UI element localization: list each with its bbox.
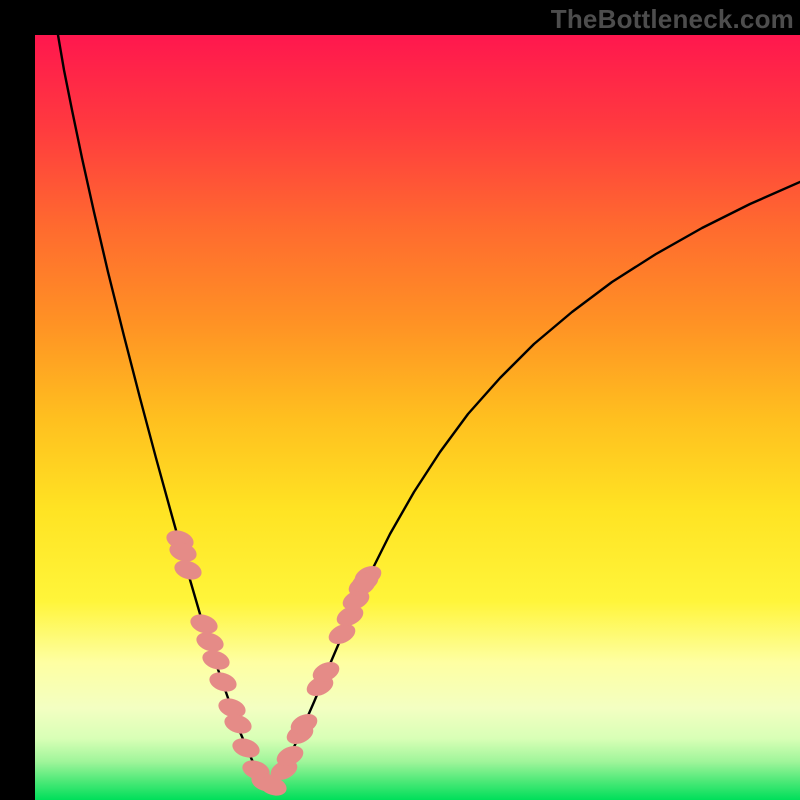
data-marker [172, 557, 204, 583]
data-marker [207, 669, 239, 695]
markers-right [268, 562, 385, 784]
plot-area [35, 35, 800, 800]
curve-left [58, 35, 270, 788]
data-marker [200, 647, 232, 673]
watermark-text: TheBottleneck.com [551, 4, 794, 35]
curve-right [270, 182, 800, 788]
chart-svg [35, 35, 800, 800]
stage: TheBottleneck.com [0, 0, 800, 800]
data-marker [230, 735, 262, 761]
markers-left [164, 527, 289, 799]
